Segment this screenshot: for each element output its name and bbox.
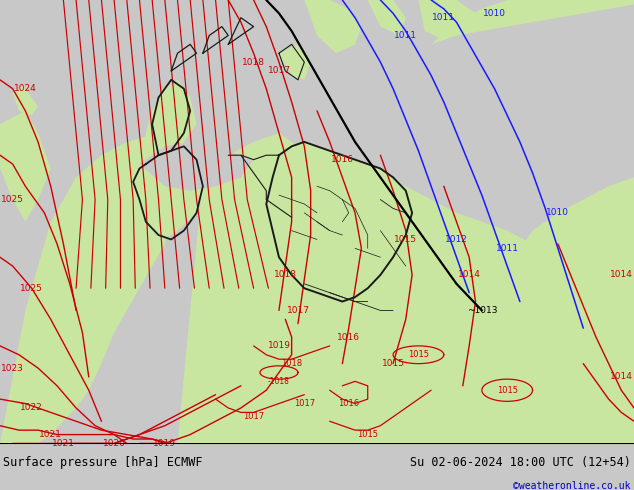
Polygon shape bbox=[0, 111, 51, 221]
Text: 1018: 1018 bbox=[274, 270, 297, 279]
Text: 1024: 1024 bbox=[14, 84, 37, 93]
Text: ©weatheronline.co.uk: ©weatheronline.co.uk bbox=[514, 481, 631, 490]
Text: 1014: 1014 bbox=[610, 372, 633, 381]
Text: 1017: 1017 bbox=[268, 67, 290, 75]
Text: Su 02-06-2024 18:00 UTC (12+54): Su 02-06-2024 18:00 UTC (12+54) bbox=[410, 456, 631, 468]
Text: 1022: 1022 bbox=[20, 403, 43, 413]
Polygon shape bbox=[0, 133, 190, 443]
Text: 1019: 1019 bbox=[268, 342, 290, 350]
Polygon shape bbox=[304, 0, 361, 53]
Text: -1018: -1018 bbox=[268, 377, 290, 386]
Text: 1019: 1019 bbox=[153, 439, 176, 448]
Text: 1021: 1021 bbox=[39, 430, 62, 439]
Text: 1015: 1015 bbox=[382, 359, 404, 368]
Polygon shape bbox=[279, 44, 311, 80]
Text: 1015: 1015 bbox=[394, 235, 417, 244]
Text: 1014: 1014 bbox=[610, 270, 633, 279]
Text: 1017: 1017 bbox=[243, 413, 264, 421]
Polygon shape bbox=[0, 35, 95, 124]
Text: 1020: 1020 bbox=[103, 439, 126, 448]
Polygon shape bbox=[139, 142, 254, 191]
Text: 1016: 1016 bbox=[338, 399, 359, 408]
Text: 1011: 1011 bbox=[394, 31, 417, 40]
Text: 1010: 1010 bbox=[547, 208, 569, 218]
Text: 1018: 1018 bbox=[242, 58, 265, 67]
Text: ~1013: ~1013 bbox=[467, 306, 497, 315]
Text: 1018: 1018 bbox=[281, 359, 302, 368]
Polygon shape bbox=[507, 177, 634, 443]
Text: 1017: 1017 bbox=[294, 399, 315, 408]
Polygon shape bbox=[368, 0, 406, 35]
Polygon shape bbox=[279, 120, 342, 155]
Text: 1015: 1015 bbox=[496, 386, 518, 395]
Text: 1011: 1011 bbox=[432, 13, 455, 22]
Text: 1012: 1012 bbox=[445, 235, 468, 244]
Polygon shape bbox=[178, 133, 634, 443]
Polygon shape bbox=[127, 142, 203, 240]
Text: 1023: 1023 bbox=[1, 364, 24, 372]
Text: 1016: 1016 bbox=[331, 155, 354, 164]
Text: Surface pressure [hPa] ECMWF: Surface pressure [hPa] ECMWF bbox=[3, 456, 203, 468]
Text: 1016: 1016 bbox=[337, 333, 360, 342]
Text: 1011: 1011 bbox=[496, 244, 519, 253]
Text: 1015: 1015 bbox=[408, 350, 429, 359]
Text: 1010: 1010 bbox=[483, 9, 506, 18]
Polygon shape bbox=[266, 142, 412, 301]
Text: 1015: 1015 bbox=[357, 430, 378, 439]
Polygon shape bbox=[146, 80, 197, 164]
Polygon shape bbox=[431, 0, 634, 44]
Text: 1021: 1021 bbox=[52, 439, 75, 448]
Text: 1014: 1014 bbox=[458, 270, 481, 279]
Text: 1017: 1017 bbox=[287, 306, 309, 315]
Text: 1025: 1025 bbox=[1, 195, 24, 204]
Polygon shape bbox=[418, 0, 476, 40]
Text: 1025: 1025 bbox=[20, 284, 43, 293]
Polygon shape bbox=[13, 80, 44, 115]
Polygon shape bbox=[317, 124, 406, 177]
